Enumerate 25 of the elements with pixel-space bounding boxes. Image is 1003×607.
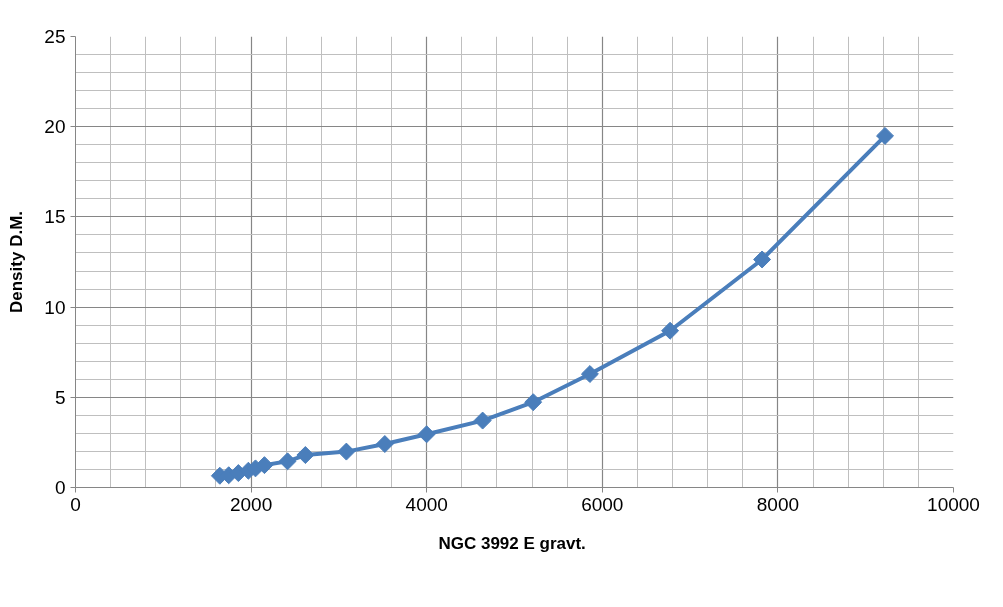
point	[278, 452, 297, 471]
y-axis-title: Density D.M.	[7, 210, 27, 314]
point	[753, 250, 772, 269]
point	[524, 393, 543, 412]
y-tick-label: 10	[44, 296, 66, 318]
x-tick-label: 4000	[405, 493, 448, 515]
y-tick-label: 20	[44, 116, 66, 138]
point	[473, 411, 492, 430]
y-tick-label: 0	[54, 477, 66, 498]
x-tick-label: 10000	[927, 493, 980, 515]
point	[417, 425, 436, 444]
y-tick-label: 15	[44, 206, 66, 228]
x-axis-title: NGC 3992 E gravt.	[438, 533, 586, 553]
x-tick-label: 8000	[756, 493, 800, 515]
x-tick-label: 6000	[581, 493, 624, 515]
point	[337, 442, 356, 461]
y-tick-label: 25	[44, 26, 66, 47]
point	[375, 435, 394, 454]
point	[580, 365, 599, 384]
x-tick-label: 2000	[229, 493, 273, 515]
y-tick-label: 5	[54, 386, 66, 408]
point	[296, 446, 315, 465]
point	[661, 321, 680, 340]
point	[876, 126, 894, 145]
x-tick-label: 0	[70, 493, 81, 515]
